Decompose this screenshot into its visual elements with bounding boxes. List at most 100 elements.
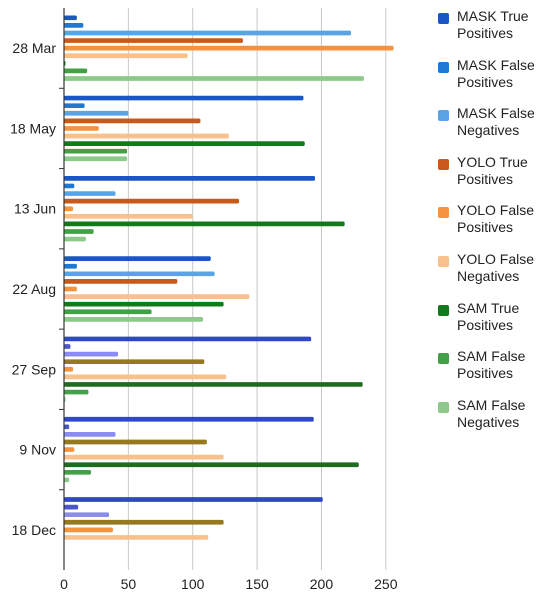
bar	[64, 389, 89, 395]
bar	[64, 95, 304, 101]
bar	[64, 23, 84, 28]
bar	[64, 148, 128, 154]
legend-label: YOLO True Positives	[457, 153, 528, 187]
bar	[64, 424, 70, 430]
category-label: 18 May	[10, 120, 56, 136]
bar	[64, 294, 250, 299]
bar	[64, 527, 113, 533]
legend-item: SAM False Positives	[438, 348, 548, 397]
bar	[64, 382, 363, 387]
legend-swatch	[438, 401, 449, 413]
bar	[64, 256, 211, 262]
x-tick-label: 100	[181, 576, 205, 592]
bar	[64, 236, 86, 242]
bar	[64, 497, 323, 502]
legend-item: MASK False Negatives	[438, 105, 548, 154]
bar	[64, 374, 227, 380]
legend-swatch	[438, 255, 449, 267]
bar	[64, 176, 316, 181]
x-tick-label: 150	[245, 576, 269, 592]
bar	[64, 416, 314, 422]
x-tick-label: 250	[374, 576, 398, 592]
bar	[64, 198, 240, 204]
bar	[64, 103, 85, 109]
legend-item: YOLO True Positives	[438, 154, 548, 203]
bar	[64, 229, 94, 234]
bar	[64, 462, 359, 468]
bar	[64, 316, 204, 322]
bar	[64, 535, 209, 540]
bar	[64, 359, 205, 365]
legend-item: SAM True Positives	[438, 300, 548, 349]
bar	[64, 432, 116, 437]
bar	[64, 447, 75, 452]
bar	[64, 336, 312, 342]
x-tick-label: 50	[121, 576, 137, 592]
bar	[64, 469, 92, 475]
bar	[64, 504, 79, 510]
category-label: 13 Jun	[14, 201, 56, 217]
legend-label: MASK True Positives	[457, 8, 529, 41]
category-labels: 28 Mar 18 May 13 Jun 22 Aug 27 Sep 9 Nov 18 De…	[10, 40, 56, 538]
bar	[64, 53, 188, 59]
legend-item: SAM False Negatives	[438, 397, 548, 446]
category-label: 22 Aug	[12, 281, 56, 297]
x-tick-label: 200	[310, 576, 334, 592]
legend-swatch	[438, 207, 449, 219]
legend-label: SAM False Positives	[457, 348, 526, 382]
legend-label: SAM False Negatives	[457, 396, 526, 430]
bar	[64, 110, 129, 116]
category-label: 27 Sep	[12, 361, 57, 377]
bar	[64, 30, 352, 36]
legend-item: YOLO False Negatives	[438, 251, 548, 300]
bar	[64, 38, 243, 43]
bar	[64, 191, 116, 196]
legend-label: MASK False Positives	[457, 56, 535, 90]
bar	[64, 351, 119, 357]
legend-swatch	[438, 61, 449, 73]
bar	[64, 213, 193, 219]
bar	[64, 126, 99, 131]
bar	[64, 133, 229, 139]
bar	[64, 477, 70, 483]
legend-item: YOLO False Positives	[438, 202, 548, 251]
bar	[64, 271, 215, 277]
bar	[64, 512, 110, 518]
legend-item: MASK False Positives	[438, 57, 548, 106]
bar	[64, 263, 77, 269]
bar	[64, 118, 201, 124]
x-tick-labels: 0 50 100 150 200 250	[60, 576, 398, 592]
bar	[64, 309, 152, 315]
bar	[64, 344, 71, 349]
legend-swatch	[438, 304, 449, 316]
bar	[64, 141, 305, 146]
x-tick-label: 0	[60, 576, 68, 592]
bar	[64, 439, 207, 445]
category-label: 28 Mar	[12, 40, 56, 56]
legend-label: YOLO False Positives	[457, 202, 535, 236]
bar	[64, 183, 75, 189]
category-label: 9 Nov	[19, 442, 56, 458]
bar	[64, 301, 224, 307]
legend-swatch	[438, 158, 449, 170]
bar	[64, 15, 77, 21]
legend-item: MASK True Positives	[438, 8, 548, 57]
legend-swatch	[438, 353, 449, 365]
legend-label: SAM True Positives	[457, 299, 520, 333]
legend-label: MASK False Negatives	[457, 105, 535, 139]
bar	[64, 206, 74, 212]
bar	[64, 76, 364, 81]
bar	[64, 366, 74, 372]
grid-layer	[59, 8, 387, 570]
bar	[64, 454, 224, 460]
legend-swatch	[438, 110, 449, 122]
bar	[64, 519, 224, 525]
bar	[64, 279, 178, 284]
category-label: 18 Dec	[12, 522, 56, 538]
bar-layer	[64, 15, 394, 540]
bar	[64, 68, 88, 74]
legend-label: YOLO False Negatives	[457, 250, 535, 284]
bar	[64, 156, 128, 162]
bar	[64, 221, 345, 227]
